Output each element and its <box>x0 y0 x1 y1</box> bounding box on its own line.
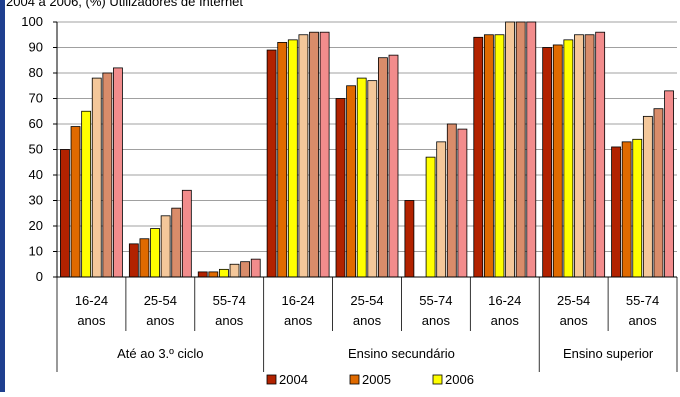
group-label: Até ao 3.º ciclo <box>117 346 203 361</box>
x-tick-label: 25-54 <box>350 293 383 308</box>
y-tick-label: 80 <box>29 65 43 80</box>
y-tick-label: 90 <box>29 40 43 55</box>
bar <box>542 47 553 278</box>
legend-label: 2005 <box>362 372 391 387</box>
bar <box>632 138 643 278</box>
x-tick-label: anos <box>77 313 106 328</box>
bar <box>102 72 113 278</box>
x-tick-label: anos <box>560 313 589 328</box>
bar <box>91 77 102 278</box>
y-tick-label: 0 <box>36 269 43 284</box>
bar <box>171 207 182 278</box>
legend-swatch <box>266 374 277 385</box>
x-tick-label: 55-74 <box>626 293 659 308</box>
bar <box>595 31 606 278</box>
group-label: Ensino superior <box>563 346 654 361</box>
bar <box>377 57 388 278</box>
bar <box>181 189 192 278</box>
bar <box>319 31 330 278</box>
x-tick-label: anos <box>628 313 657 328</box>
x-tick-label: 55-74 <box>213 293 246 308</box>
x-tick-label: anos <box>284 313 313 328</box>
x-tick-label: 16-24 <box>281 293 314 308</box>
chart-title: 2004 a 2006, (%) Utilizadores de Interne… <box>6 0 244 9</box>
bar <box>367 80 378 278</box>
bar <box>266 49 277 278</box>
x-tick-label: anos <box>491 313 520 328</box>
y-tick-label: 40 <box>29 167 43 182</box>
bar <box>425 156 436 278</box>
bar <box>287 39 298 278</box>
bar <box>150 228 160 278</box>
bar <box>653 108 664 278</box>
x-tick-label: 16-24 <box>488 293 521 308</box>
x-tick-label: anos <box>422 313 451 328</box>
bar <box>250 258 261 278</box>
bar <box>113 67 123 278</box>
bar <box>436 141 447 278</box>
y-tick-label: 100 <box>21 14 43 29</box>
group-label: Ensino secundário <box>348 346 455 361</box>
bar <box>664 90 674 278</box>
bar <box>621 141 632 278</box>
bar <box>298 34 309 278</box>
bar <box>494 34 505 278</box>
legend-swatch <box>432 374 443 385</box>
x-tick-label: 55-74 <box>419 293 452 308</box>
bar <box>611 146 621 278</box>
bar <box>457 128 468 278</box>
legend-label: 2004 <box>279 372 308 387</box>
bar <box>552 44 563 278</box>
x-tick-label: 25-54 <box>144 293 177 308</box>
bar <box>335 98 346 278</box>
bar <box>574 34 584 278</box>
y-tick-label: 20 <box>29 218 43 233</box>
bar <box>229 263 240 278</box>
bar <box>642 115 653 278</box>
bar <box>446 123 457 278</box>
bar <box>81 110 92 278</box>
bar <box>277 42 288 278</box>
x-tick-label: anos <box>353 313 382 328</box>
x-tick-label: anos <box>146 313 175 328</box>
bar <box>346 85 357 278</box>
bar <box>505 21 515 278</box>
bar <box>526 21 537 278</box>
legend-swatch <box>349 374 360 385</box>
legend-label: 2006 <box>445 372 474 387</box>
bar <box>160 215 171 278</box>
y-tick-label: 10 <box>29 244 43 259</box>
y-tick-label: 60 <box>29 116 43 131</box>
bar <box>128 243 139 278</box>
bar <box>584 34 595 278</box>
bar <box>309 31 319 278</box>
y-tick-label: 50 <box>29 142 43 157</box>
bar <box>197 271 208 278</box>
bar <box>473 36 484 278</box>
left-accent-bar <box>0 0 5 392</box>
bar <box>219 268 229 278</box>
bar <box>563 39 574 278</box>
y-tick-label: 70 <box>29 91 43 106</box>
bar <box>240 261 251 278</box>
bar <box>70 126 81 278</box>
x-tick-label: 25-54 <box>557 293 590 308</box>
x-tick-label: anos <box>215 313 244 328</box>
bar <box>356 77 367 278</box>
bar <box>60 149 70 278</box>
bar <box>388 54 399 278</box>
y-tick-label: 30 <box>29 193 43 208</box>
x-tick-label: 16-24 <box>75 293 108 308</box>
bar <box>139 238 150 278</box>
bar <box>483 34 494 278</box>
bar <box>515 21 526 278</box>
bar <box>208 271 219 278</box>
bar <box>404 200 415 278</box>
